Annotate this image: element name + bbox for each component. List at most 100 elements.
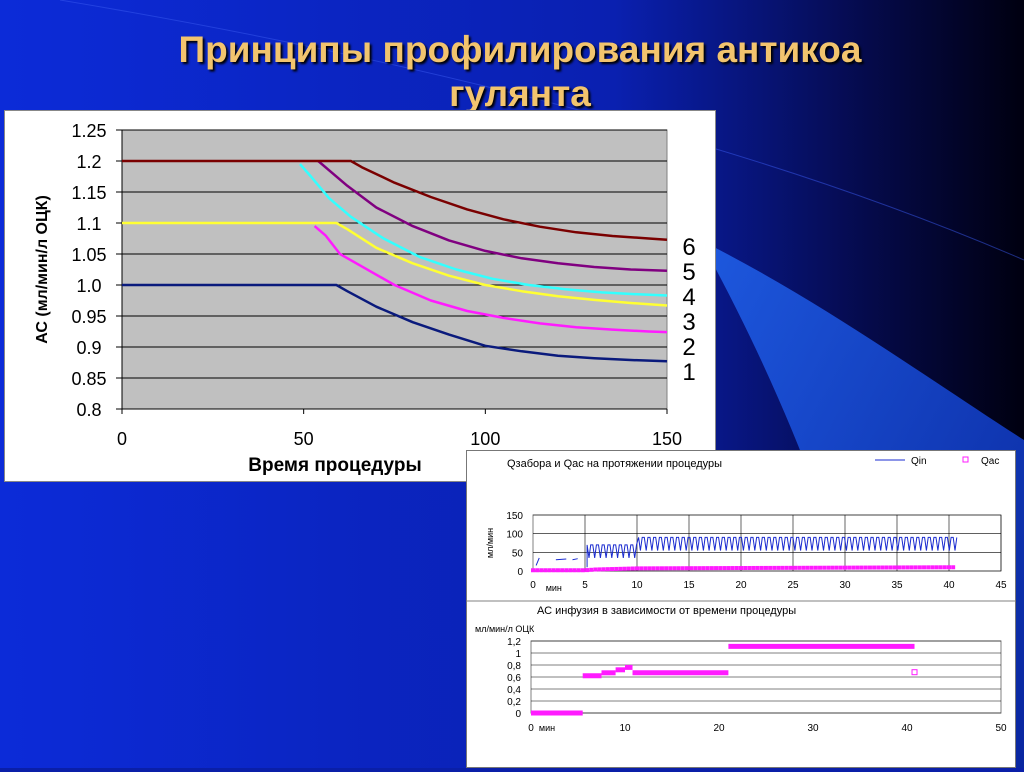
qac-marker <box>551 568 556 573</box>
inset-bottom-y-tick-label: 1 <box>515 649 521 660</box>
qac-marker <box>834 565 839 570</box>
inset-charts: Qзабора и Qac на протяжении процедуры Qin… <box>467 456 1015 734</box>
qac-marker <box>739 566 743 571</box>
inset-bottom-y-tick-label: 0,8 <box>507 661 521 672</box>
main-x-tick-label: 50 <box>294 429 314 449</box>
qac-marker <box>618 566 623 571</box>
qac-marker <box>539 568 544 573</box>
qac-marker <box>630 566 635 571</box>
qac-marker <box>818 565 823 570</box>
qac-marker <box>693 566 698 571</box>
ac-infusion-point <box>911 669 918 676</box>
qac-marker <box>801 565 806 570</box>
inset-bottom-y-tick-label: 0,2 <box>507 697 521 708</box>
qac-marker <box>626 566 631 571</box>
inset-top-y-tick-label: 100 <box>506 530 523 541</box>
main-y-tick-label: 1.2 <box>76 152 101 172</box>
qac-marker <box>793 565 798 570</box>
inset-bottom-y-tick-label: 0,4 <box>507 685 521 696</box>
qac-marker <box>664 566 669 571</box>
qac-marker <box>897 565 902 570</box>
qac-marker <box>635 566 639 571</box>
qac-marker <box>888 565 893 570</box>
main-plot-area <box>121 129 668 410</box>
qac-marker <box>676 566 681 571</box>
qac-marker <box>705 566 710 571</box>
qac-marker <box>901 565 906 570</box>
inset-top-x-tick-label: 15 <box>683 580 695 591</box>
qac-marker <box>942 565 947 570</box>
inset-bottom-x-tick-label: 40 <box>901 723 913 734</box>
qac-marker <box>822 565 827 570</box>
inset-top-x-tick-label: 10 <box>631 580 643 591</box>
qac-marker <box>651 566 656 571</box>
main-y-tick-label: 1.0 <box>76 276 101 296</box>
slide-title-line2: гулянта <box>449 73 591 114</box>
qac-marker <box>909 565 914 570</box>
qac-marker <box>560 568 565 573</box>
qac-marker <box>751 565 756 570</box>
qac-marker <box>867 565 872 570</box>
curve-number-label: 5 <box>682 259 695 286</box>
series-line-5 <box>317 160 668 272</box>
inset-top-x-tick-label: 30 <box>839 580 851 591</box>
qac-marker <box>689 566 694 571</box>
qac-marker <box>568 568 573 573</box>
qac-marker <box>547 568 552 573</box>
qac-marker <box>576 568 581 573</box>
qac-marker <box>855 565 860 570</box>
inset-top-y-tick-label: 150 <box>506 511 523 522</box>
qac-marker <box>780 565 785 570</box>
inset-top-title: Qзабора и Qac на протяжении процедуры <box>507 458 722 470</box>
qac-marker <box>788 565 793 570</box>
qac-marker <box>580 568 585 573</box>
qac-marker <box>922 565 927 570</box>
inset-bottom-x-tick-label: 10 <box>619 723 631 734</box>
qac-marker <box>589 567 594 572</box>
main-x-tick-label: 0 <box>117 429 127 449</box>
main-y-tick-label: 1.05 <box>71 245 106 265</box>
inset-top-x-tick-label: 5 <box>582 580 588 591</box>
inset-top-y-label: мл/мин <box>485 528 495 558</box>
qac-marker <box>917 565 922 570</box>
qac-marker <box>747 565 752 570</box>
qac-marker <box>884 565 889 570</box>
series-line-2 <box>313 225 668 334</box>
main-chart-panel: 0.8 0.85 0.9 0.95 1.0 1.05 1.1 1.15 1.2 1.25 0 50 10… <box>4 110 716 482</box>
curve-number-label: 4 <box>682 284 695 311</box>
qac-marker <box>876 565 881 570</box>
qac-marker <box>672 566 677 571</box>
qac-marker <box>714 566 719 571</box>
qac-marker <box>535 568 540 573</box>
inset-bottom-x-tick-label: 30 <box>807 723 819 734</box>
series-line-1 <box>122 283 668 363</box>
qac-marker <box>572 568 577 573</box>
qac-marker <box>543 568 548 573</box>
qac-marker <box>813 565 818 570</box>
qac-marker <box>655 566 660 571</box>
qac-marker <box>555 568 560 573</box>
inset-top-x-tick-label: 45 <box>995 580 1007 591</box>
qac-marker <box>701 566 706 571</box>
qac-marker <box>605 567 610 572</box>
qac-marker <box>614 566 619 571</box>
qac-marker <box>718 566 723 571</box>
qac-marker <box>892 565 897 570</box>
qac-marker <box>639 566 644 571</box>
curve-number-label: 1 <box>682 359 695 386</box>
legend-marker-qac <box>962 456 969 463</box>
qac-marker <box>659 566 664 571</box>
inset-top-x-unit: мин <box>546 583 562 593</box>
main-y-tick-label: 1.15 <box>71 183 106 203</box>
inset-bottom-y-tick-label: 0 <box>515 709 521 720</box>
qac-marker <box>951 565 956 570</box>
curve-number-label: 6 <box>682 234 695 261</box>
main-y-axis-label: АС (мл/мин/л ОЦК) <box>34 195 51 344</box>
qac-marker <box>668 566 673 571</box>
qac-marker <box>880 565 885 570</box>
inset-bottom-title: АС инфузия в зависимости от времени проц… <box>537 605 796 617</box>
main-y-tick-label: 0.95 <box>71 307 106 327</box>
qac-marker <box>863 565 868 570</box>
qac-marker <box>763 565 768 570</box>
qac-marker <box>709 566 714 571</box>
